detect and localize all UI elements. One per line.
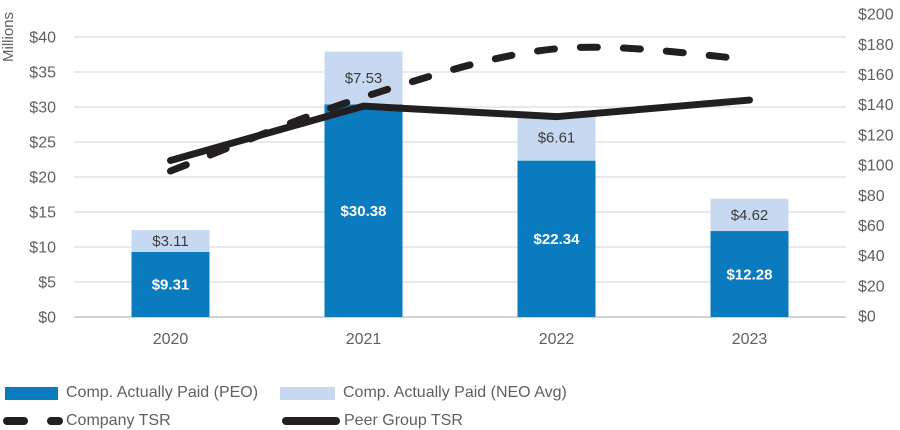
left-axis-tick-label: $20 (29, 170, 56, 187)
left-axis-tick-label: $0 (38, 310, 56, 327)
peo-bar-swatch (5, 386, 58, 400)
bar-neo-2023 (710, 198, 789, 232)
left-axis-tick-label: $15 (29, 205, 56, 222)
left-axis-tick-label: $25 (29, 135, 56, 152)
bar-value-label-neo-2020: $3.11 (152, 233, 188, 250)
left-axis-title: Millions (0, 12, 17, 62)
legend-item-company-tsr: Company TSR (3, 412, 171, 430)
left-axis-tick-label: $40 (29, 30, 56, 47)
right-axis-tick-label: $180 (858, 37, 894, 54)
right-axis-tick-label: $100 (858, 158, 894, 175)
legend-item-comp-paid-peo: Comp. Actually Paid (PEO) (5, 384, 258, 402)
right-axis-tick-label: $20 (858, 278, 885, 295)
left-axis-tick-label: $10 (29, 240, 56, 257)
dashed-line-swatch (3, 417, 63, 425)
x-axis-label-2022: 2022 (539, 331, 575, 348)
legend-label-peo: Comp. Actually Paid (PEO) (66, 384, 259, 401)
bar-value-label-neo-2022: $6.61 (538, 130, 576, 147)
legend-label-neo: Comp. Actually Paid (NEO Avg) (343, 384, 567, 401)
x-axis-label-2023: 2023 (732, 331, 768, 348)
right-axis-tick-label: $0 (858, 309, 876, 326)
right-axis-tick-label: $60 (858, 218, 885, 235)
left-axis-tick-label: $5 (38, 275, 56, 292)
right-axis-tick-label: $80 (858, 188, 885, 205)
bar-value-label-peo-2023: $12.28 (727, 266, 773, 283)
legend-label-peer-tsr: Peer Group TSR (344, 412, 463, 429)
legend-label-company-tsr: Company TSR (66, 412, 171, 429)
peer-group-tsr-line (167, 96, 753, 164)
right-axis-tick-label: $200 (858, 7, 894, 24)
bar-peo-2022 (517, 160, 596, 317)
legend-item-peer-group-tsr: Peer Group TSR (282, 412, 463, 430)
bar-value-label-peo-2022: $22.34 (534, 231, 581, 248)
bar-neo-2020 (131, 230, 210, 252)
bar-peo-2023 (710, 231, 789, 317)
bar-value-label-neo-2021: $7.53 (345, 70, 383, 87)
bar-neo-2021 (324, 51, 403, 105)
bar-peo-2020 (131, 251, 210, 317)
legend-item-comp-paid-neo-avg: Comp. Actually Paid (NEO Avg) (280, 384, 567, 402)
right-axis-tick-label: $160 (858, 67, 894, 84)
x-axis-label-2020: 2020 (153, 331, 189, 348)
right-axis-tick-label: $120 (858, 127, 894, 144)
combo-chart-canvas: $0 $5 $10 $15 $20 $25 $30 $35 $40 Millions $0 $20 $4… (0, 7, 894, 348)
bar-value-label-neo-2023: $4.62 (731, 207, 769, 224)
neo-bar-swatch (280, 386, 335, 400)
left-axis-tick-label: $30 (29, 100, 56, 117)
bar-peo-2021 (324, 104, 403, 317)
x-axis-label-2021: 2021 (346, 331, 382, 348)
bar-value-label-peo-2021: $30.38 (341, 203, 387, 220)
solid-line-swatch (282, 417, 340, 425)
bar-value-label-peo-2020: $9.31 (152, 277, 190, 294)
left-axis-tick-label: $35 (29, 65, 56, 82)
right-axis-tick-label: $140 (858, 97, 894, 114)
bar-neo-2022 (517, 114, 596, 161)
right-axis-tick-label: $40 (858, 248, 885, 265)
